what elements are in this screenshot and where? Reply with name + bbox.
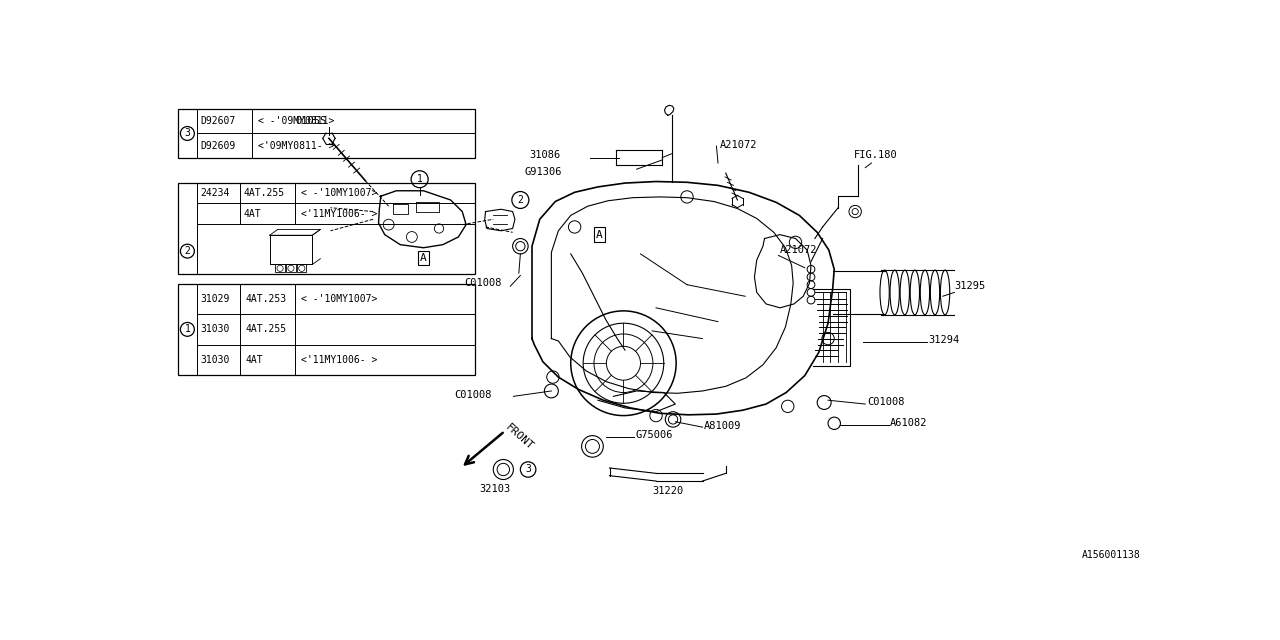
Text: <'11MY1006- >: <'11MY1006- > xyxy=(301,209,378,218)
Text: A21072: A21072 xyxy=(719,140,756,150)
Text: 4AT: 4AT xyxy=(246,355,264,365)
Text: 31295: 31295 xyxy=(955,281,986,291)
Text: <'11MY1006- >: <'11MY1006- > xyxy=(301,355,378,365)
Text: 1: 1 xyxy=(184,324,191,334)
Text: 4AT.255: 4AT.255 xyxy=(246,324,287,334)
Text: A21072: A21072 xyxy=(780,245,818,255)
Text: FRONT: FRONT xyxy=(504,422,535,452)
Text: D92607: D92607 xyxy=(200,116,236,126)
Text: D92609: D92609 xyxy=(200,141,236,151)
Text: C01008: C01008 xyxy=(454,390,492,400)
Text: 31030: 31030 xyxy=(200,324,229,334)
Text: < -'10MY1007>: < -'10MY1007> xyxy=(301,188,378,198)
Bar xyxy=(178,109,475,158)
Bar xyxy=(178,284,475,375)
Text: C01008: C01008 xyxy=(463,278,502,288)
Text: 3: 3 xyxy=(525,465,531,474)
Text: <'09MY0811- >: <'09MY0811- > xyxy=(257,141,334,151)
Text: 0105S: 0105S xyxy=(296,116,326,127)
Text: G75006: G75006 xyxy=(636,430,673,440)
Text: < -'10MY1007>: < -'10MY1007> xyxy=(301,294,378,304)
Text: 4AT.255: 4AT.255 xyxy=(243,188,284,198)
Text: < -'09MY0811>: < -'09MY0811> xyxy=(257,116,334,126)
Text: A: A xyxy=(596,230,603,239)
Text: 31029: 31029 xyxy=(200,294,229,304)
Text: 31294: 31294 xyxy=(929,335,960,345)
Text: A156001138: A156001138 xyxy=(1082,550,1140,561)
Text: A81009: A81009 xyxy=(704,420,741,431)
Text: 31030: 31030 xyxy=(200,355,229,365)
Bar xyxy=(287,264,296,272)
Text: 2: 2 xyxy=(184,246,191,256)
Text: 4AT: 4AT xyxy=(243,209,261,218)
Text: 2: 2 xyxy=(517,195,524,205)
Text: FIG.180: FIG.180 xyxy=(854,150,897,161)
Bar xyxy=(275,264,284,272)
Text: A61082: A61082 xyxy=(890,419,928,428)
Bar xyxy=(178,183,475,274)
Text: A: A xyxy=(420,253,426,263)
Text: 31086: 31086 xyxy=(530,150,561,161)
Text: 24234: 24234 xyxy=(200,188,229,198)
Text: 4AT.253: 4AT.253 xyxy=(246,294,287,304)
Text: G91306: G91306 xyxy=(525,166,562,177)
Text: C01008: C01008 xyxy=(867,397,904,407)
Text: 3: 3 xyxy=(184,129,191,138)
Text: 32103: 32103 xyxy=(479,484,511,493)
Text: 31220: 31220 xyxy=(652,486,684,496)
Text: 1: 1 xyxy=(417,174,422,184)
Bar xyxy=(297,264,306,272)
